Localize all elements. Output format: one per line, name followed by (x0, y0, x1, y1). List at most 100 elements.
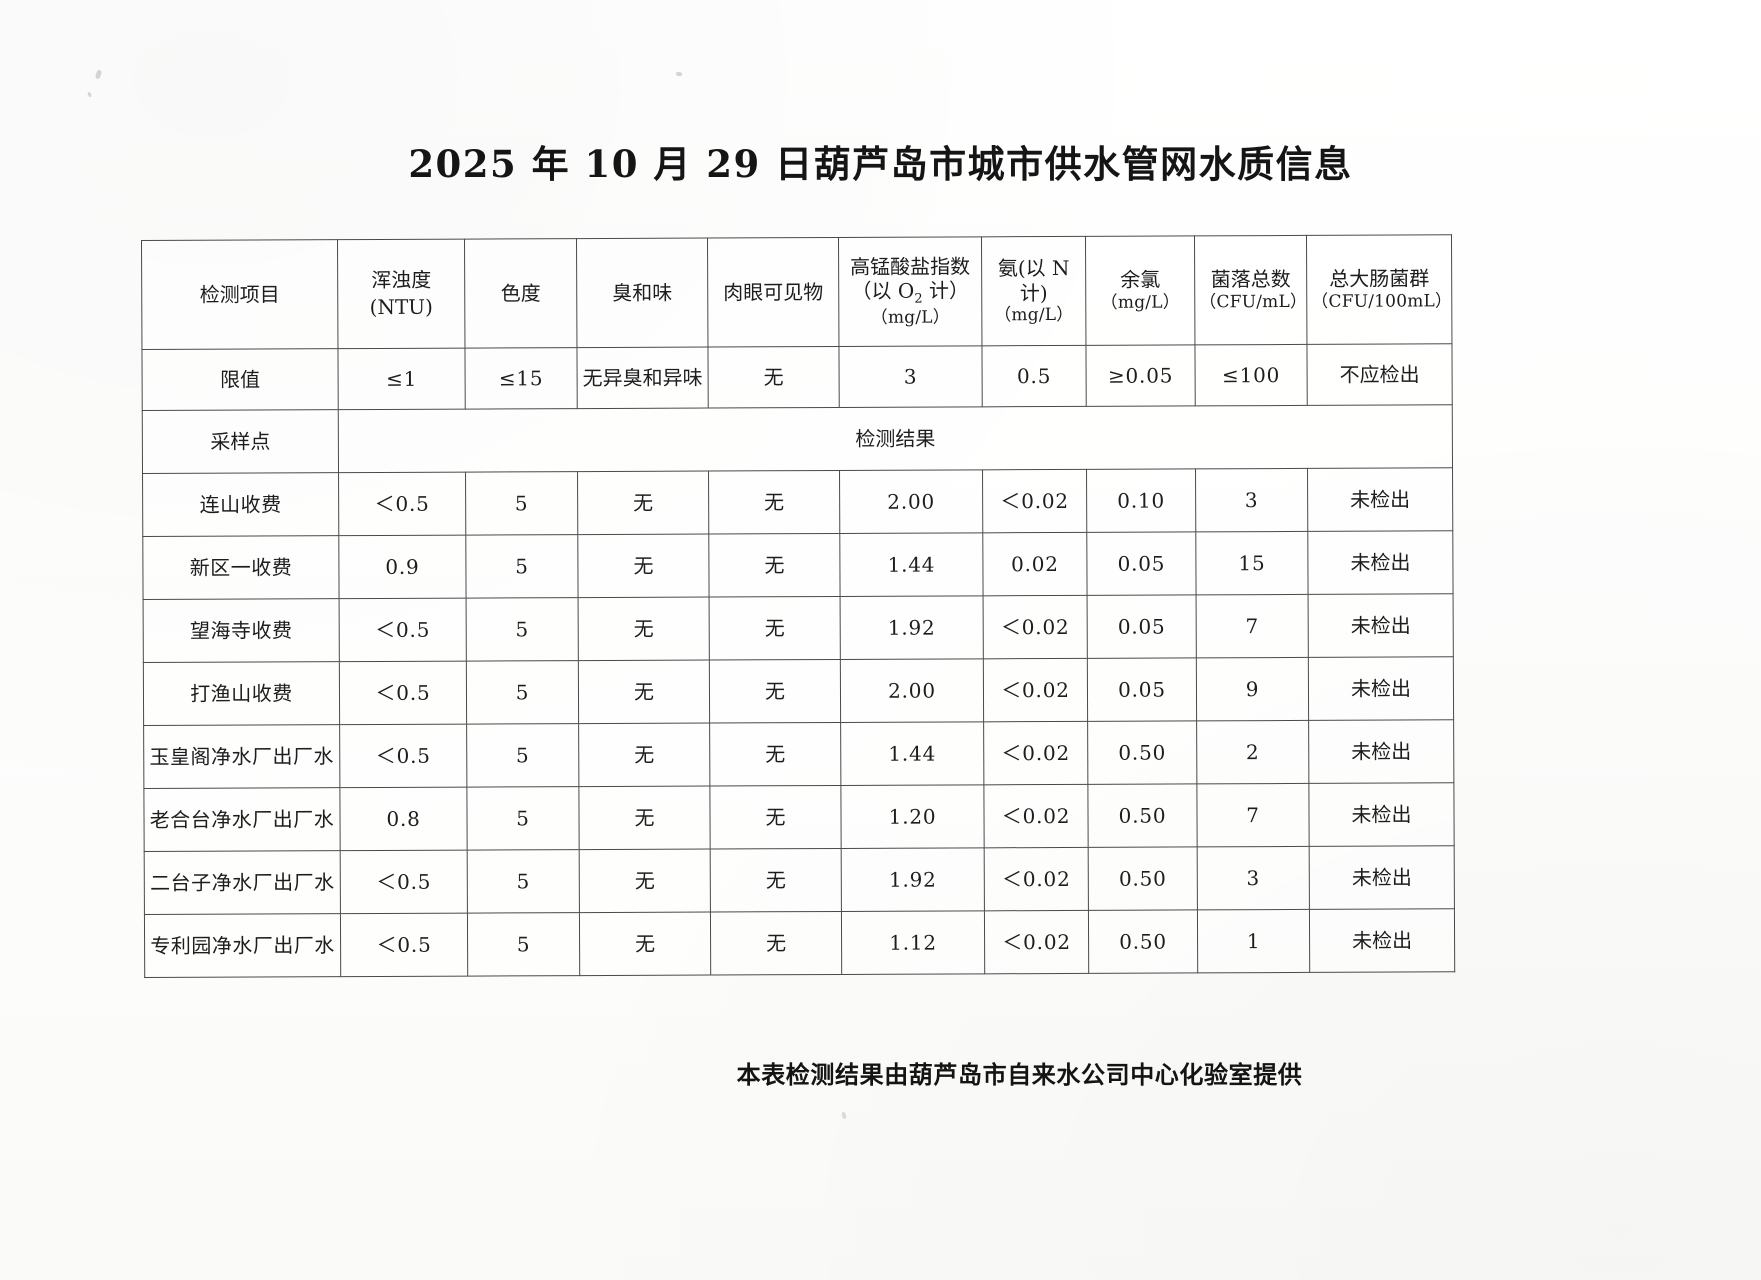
row-turbidity: 0.9 (338, 535, 467, 599)
row-visible-matter: 无 (709, 596, 841, 661)
row-residual-chlorine: 0.50 (1088, 846, 1198, 911)
table-row: 专利园净水厂出厂水 ＜0.5 5 无 无 1.12 ＜0.02 0.50 1 未… (144, 908, 1455, 978)
header-turbidity: 浑浊度(NTU) (337, 239, 465, 349)
water-quality-table: 检测项目 浑浊度(NTU) 色度 臭和味 肉眼可见物 高锰酸盐指数 （以 O2 … (141, 234, 1455, 978)
scan-speck (675, 71, 683, 77)
limit-colony-count: ≤100 (1194, 344, 1308, 406)
row-colony-count: 1 (1197, 909, 1310, 973)
row-residual-chlorine: 0.10 (1086, 468, 1196, 533)
header-colony-unit: （CFU/mL） (1199, 291, 1308, 313)
row-turbidity: ＜0.5 (340, 913, 468, 977)
row-visible-matter: 无 (709, 722, 841, 787)
footnote-text: 本表检测结果由葫芦岛市自来水公司中心化验室提供 (736, 1060, 1303, 1089)
table-row: 望海寺收费 ＜0.5 5 无 无 1.92 ＜0.02 0.05 7 未检出 (143, 593, 1454, 663)
row-total-coliform: 未检出 (1308, 719, 1454, 784)
table-row: 打渔山收费 ＜0.5 5 无 无 2.00 ＜0.02 0.05 9 未检出 (143, 656, 1454, 726)
scan-speck (94, 69, 103, 80)
row-colony-count: 3 (1197, 846, 1310, 910)
header-residual-chlorine: 余氯 （mg/L） (1085, 235, 1195, 346)
row-permanganate: 1.92 (841, 847, 985, 912)
row-visible-matter: 无 (709, 785, 842, 850)
row-total-coliform: 未检出 (1307, 467, 1453, 532)
row-turbidity: ＜0.5 (340, 850, 468, 914)
row-total-coliform: 未检出 (1307, 530, 1454, 595)
limit-row: 限值 ≤1 ≤15 无异臭和异味 无 3 0.5 ≥0.05 ≤100 不应检出 (141, 343, 1453, 411)
limit-odor: 无异臭和异味 (576, 347, 709, 409)
row-ammonia: ＜0.02 (983, 784, 1089, 848)
row-ammonia: ＜0.02 (983, 721, 1088, 785)
row-chroma: 5 (466, 723, 579, 788)
water-quality-table-container: 检测项目 浑浊度(NTU) 色度 臭和味 肉眼可见物 高锰酸盐指数 （以 O2 … (141, 234, 1455, 978)
row-turbidity: ＜0.5 (339, 661, 467, 725)
limit-chroma: ≤15 (464, 347, 578, 410)
row-odor: 无 (578, 597, 710, 661)
row-turbidity: 0.8 (339, 787, 468, 851)
table-row: 二台子净水厂出厂水 ＜0.5 5 无 无 1.92 ＜0.02 0.50 3 未… (144, 845, 1455, 915)
table-row: 连山收费 ＜0.5 5 无 无 2.00 ＜0.02 0.10 3 未检出 (142, 467, 1453, 537)
row-colony-count: 7 (1196, 594, 1309, 658)
scan-speck (841, 1111, 847, 1120)
table-row: 新区一收费 0.9 5 无 无 1.44 0.02 0.05 15 未检出 (142, 530, 1454, 600)
limit-turbidity: ≤1 (337, 348, 466, 410)
row-chroma: 5 (466, 786, 580, 851)
row-odor: 无 (579, 912, 711, 976)
document-title: 2025 年 10 月 29 日葫芦岛市城市供水管网水质信息 (408, 142, 1353, 186)
limit-label: 限值 (141, 348, 339, 411)
row-colony-count: 2 (1196, 720, 1309, 784)
row-colony-count: 7 (1196, 783, 1310, 847)
header-visible-matter: 肉眼可见物 (707, 237, 839, 348)
header-total-coliform: 总大肠菌群 （CFU/100mL） (1306, 234, 1453, 345)
row-turbidity: ＜0.5 (339, 598, 467, 662)
row-residual-chlorine: 0.05 (1087, 594, 1197, 659)
row-residual-chlorine: 0.05 (1087, 657, 1197, 722)
row-turbidity: ＜0.5 (338, 472, 466, 536)
row-colony-count: 3 (1195, 468, 1308, 532)
header-permanganate-line1: 高锰酸盐指数 (850, 254, 971, 279)
scan-speck (87, 91, 92, 98)
row-visible-matter: 无 (709, 659, 841, 724)
row-chroma: 5 (467, 849, 580, 914)
row-ammonia: 0.02 (982, 532, 1088, 596)
row-colony-count: 9 (1196, 657, 1309, 721)
row-ammonia: ＜0.02 (983, 658, 1088, 722)
header-colony-count: 菌落总数 （CFU/mL） (1194, 235, 1308, 345)
row-permanganate: 1.44 (840, 721, 984, 786)
row-chroma: 5 (465, 534, 579, 599)
row-total-coliform: 未检出 (1309, 845, 1455, 910)
row-permanganate: 1.12 (841, 910, 985, 975)
row-ammonia: ＜0.02 (982, 469, 1087, 533)
header-permanganate-index: 高锰酸盐指数 （以 O2 计） （mg/L） (838, 236, 982, 347)
table-row: 玉皇阁净水厂出厂水 ＜0.5 5 无 无 1.44 ＜0.02 0.50 2 未… (143, 719, 1454, 789)
header-ammonia-line1: 氨(以 N 计) (997, 256, 1070, 305)
header-chroma: 色度 (464, 238, 577, 349)
row-sampling-point: 打渔山收费 (143, 661, 340, 726)
header-colony-line1: 菌落总数 (1210, 267, 1291, 292)
section-row: 采样点 检测结果 (142, 404, 1453, 474)
limit-total-coliform: 不应检出 (1306, 343, 1453, 406)
row-ammonia: ＜0.02 (983, 595, 1088, 659)
row-visible-matter: 无 (708, 470, 840, 535)
limit-ammonia: 0.5 (981, 345, 1087, 407)
limit-permanganate: 3 (838, 345, 983, 408)
row-odor: 无 (578, 660, 710, 724)
row-permanganate: 2.00 (840, 658, 984, 723)
header-ammonia: 氨(以 N 计) （mg/L） (981, 236, 1086, 346)
row-permanganate: 2.00 (839, 469, 983, 534)
row-sampling-point: 专利园净水厂出厂水 (144, 913, 341, 978)
row-total-coliform: 未检出 (1308, 656, 1454, 721)
header-coliform-unit: （CFU/100mL） (1311, 291, 1453, 312)
row-residual-chlorine: 0.50 (1087, 720, 1197, 785)
row-sampling-point: 望海寺收费 (143, 598, 340, 663)
row-odor: 无 (579, 849, 711, 913)
header-permanganate-unit: （mg/L） (870, 307, 950, 329)
table-header-row: 检测项目 浑浊度(NTU) 色度 臭和味 肉眼可见物 高锰酸盐指数 （以 O2 … (141, 234, 1453, 350)
header-permanganate-prefix: （以 O (851, 279, 915, 304)
row-chroma: 5 (466, 597, 579, 662)
footnote: 本表检测结果由葫芦岛市自来水公司中心化验室提供 (0, 1055, 1761, 1090)
test-results-label: 检测结果 (338, 404, 1453, 473)
row-residual-chlorine: 0.50 (1088, 909, 1198, 974)
row-odor: 无 (578, 786, 711, 850)
header-coliform-line1: 总大肠菌群 (1329, 266, 1430, 292)
row-odor: 无 (577, 534, 710, 598)
row-total-coliform: 未检出 (1308, 782, 1455, 847)
